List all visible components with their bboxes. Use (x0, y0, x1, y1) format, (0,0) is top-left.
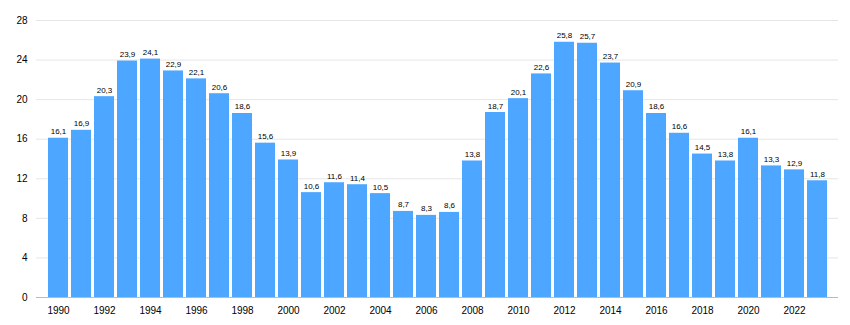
svg-text:2016: 2016 (645, 305, 668, 316)
svg-text:2004: 2004 (369, 305, 392, 316)
svg-text:13,8: 13,8 (718, 150, 734, 159)
svg-text:12,9: 12,9 (787, 159, 803, 168)
svg-text:2000: 2000 (277, 305, 300, 316)
svg-text:2010: 2010 (507, 305, 530, 316)
svg-text:1990: 1990 (47, 305, 70, 316)
svg-text:14,5: 14,5 (695, 143, 711, 152)
svg-text:8,3: 8,3 (421, 204, 433, 213)
svg-text:24,1: 24,1 (143, 48, 159, 57)
svg-text:28: 28 (16, 15, 28, 26)
svg-text:24: 24 (16, 54, 28, 65)
svg-text:2018: 2018 (691, 305, 714, 316)
svg-text:13,8: 13,8 (465, 150, 481, 159)
svg-text:2012: 2012 (553, 305, 576, 316)
svg-text:16,6: 16,6 (672, 122, 688, 131)
svg-text:16,9: 16,9 (74, 119, 90, 128)
svg-text:8,6: 8,6 (444, 201, 456, 210)
svg-text:16: 16 (16, 133, 28, 144)
svg-text:2006: 2006 (415, 305, 438, 316)
svg-text:2014: 2014 (599, 305, 622, 316)
svg-text:20,9: 20,9 (626, 80, 642, 89)
svg-text:20,3: 20,3 (97, 86, 113, 95)
svg-text:1998: 1998 (231, 305, 254, 316)
svg-text:25,7: 25,7 (580, 32, 596, 41)
svg-text:2020: 2020 (737, 305, 760, 316)
svg-text:20,1: 20,1 (511, 88, 527, 97)
svg-text:12: 12 (16, 173, 28, 184)
svg-text:1994: 1994 (139, 305, 162, 316)
svg-text:23,9: 23,9 (120, 50, 136, 59)
svg-text:22,9: 22,9 (166, 60, 182, 69)
svg-text:18,6: 18,6 (649, 102, 665, 111)
svg-text:1996: 1996 (185, 305, 208, 316)
svg-text:0: 0 (22, 292, 28, 303)
svg-text:10,6: 10,6 (304, 182, 320, 191)
svg-text:8: 8 (22, 213, 28, 224)
svg-text:11,4: 11,4 (350, 174, 366, 183)
svg-text:11,8: 11,8 (810, 170, 826, 179)
svg-text:22,6: 22,6 (534, 63, 550, 72)
svg-text:8,7: 8,7 (398, 200, 410, 209)
svg-text:13,9: 13,9 (281, 149, 297, 158)
svg-text:18,7: 18,7 (488, 102, 504, 111)
svg-text:1992: 1992 (93, 305, 116, 316)
svg-text:4: 4 (22, 252, 28, 263)
svg-text:2008: 2008 (461, 305, 484, 316)
svg-text:16,1: 16,1 (741, 127, 757, 136)
svg-text:13,3: 13,3 (764, 155, 780, 164)
svg-text:11,6: 11,6 (327, 172, 343, 181)
svg-text:23,7: 23,7 (603, 52, 619, 61)
svg-text:20,6: 20,6 (212, 83, 228, 92)
svg-text:20: 20 (16, 94, 28, 105)
svg-text:2022: 2022 (783, 305, 806, 316)
svg-text:15,6: 15,6 (258, 132, 274, 141)
svg-text:2002: 2002 (323, 305, 346, 316)
svg-text:10,5: 10,5 (373, 183, 389, 192)
svg-text:16,1: 16,1 (51, 127, 67, 136)
svg-text:22,1: 22,1 (189, 68, 205, 77)
svg-text:18,6: 18,6 (235, 102, 251, 111)
svg-text:25,8: 25,8 (557, 31, 573, 40)
